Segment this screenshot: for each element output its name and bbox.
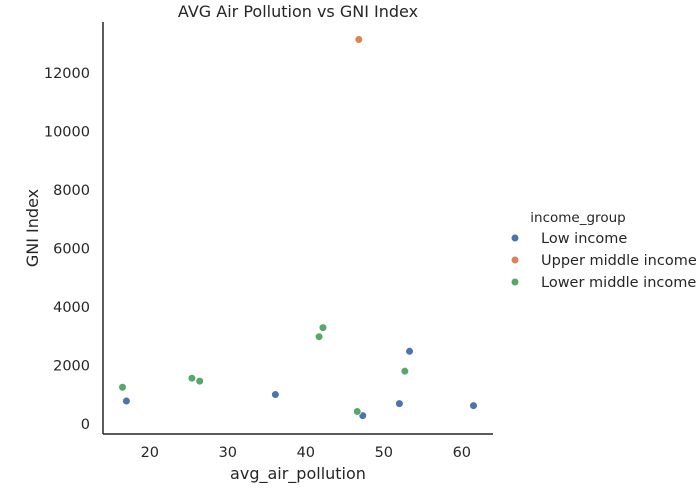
data-point — [122, 396, 131, 406]
y-tick-label: 10000 — [44, 125, 90, 141]
data-point — [318, 323, 328, 332]
y-tick-label: 4000 — [53, 300, 90, 316]
x-tick-label: 20 — [141, 445, 159, 461]
y-tick-label: 2000 — [53, 358, 90, 374]
legend-label: Lower middle income — [541, 275, 696, 291]
data-point — [187, 373, 197, 383]
y-tick-label: 8000 — [53, 183, 90, 199]
data-point — [354, 35, 364, 44]
legend-label: Upper middle income — [541, 253, 697, 269]
data-point — [405, 347, 414, 356]
y-tick-label: 12000 — [44, 66, 90, 82]
x-tick-label: 50 — [375, 445, 393, 461]
legend-marker — [510, 233, 520, 243]
data-point — [395, 399, 404, 408]
legend: income_group Low income Upper middle inco… — [510, 210, 697, 291]
y-axis-label: GNI Index — [23, 189, 42, 267]
x-tick-label: 40 — [297, 445, 315, 461]
x-tick-label: 60 — [453, 445, 471, 461]
data-point — [469, 401, 478, 410]
legend-marker — [510, 255, 520, 265]
data-point — [400, 366, 410, 376]
y-tick-label: 0 — [81, 417, 90, 433]
data-point — [195, 376, 205, 386]
legend-label: Low income — [541, 231, 627, 247]
plot-area: 20 30 40 50 60 0 2000 4000 6000 8000 10000 12000 — [44, 22, 493, 461]
data-point — [314, 332, 324, 341]
x-tick-label: 30 — [219, 445, 237, 461]
legend-title: income_group — [530, 210, 625, 226]
data-point — [352, 407, 362, 416]
chart-title: AVG Air Pollution vs GNI Index — [178, 2, 418, 21]
x-axis-label: avg_air_pollution — [230, 464, 366, 484]
legend-marker — [510, 277, 520, 287]
data-point — [118, 382, 127, 392]
y-tick-label: 6000 — [53, 241, 90, 257]
data-point — [271, 390, 280, 399]
